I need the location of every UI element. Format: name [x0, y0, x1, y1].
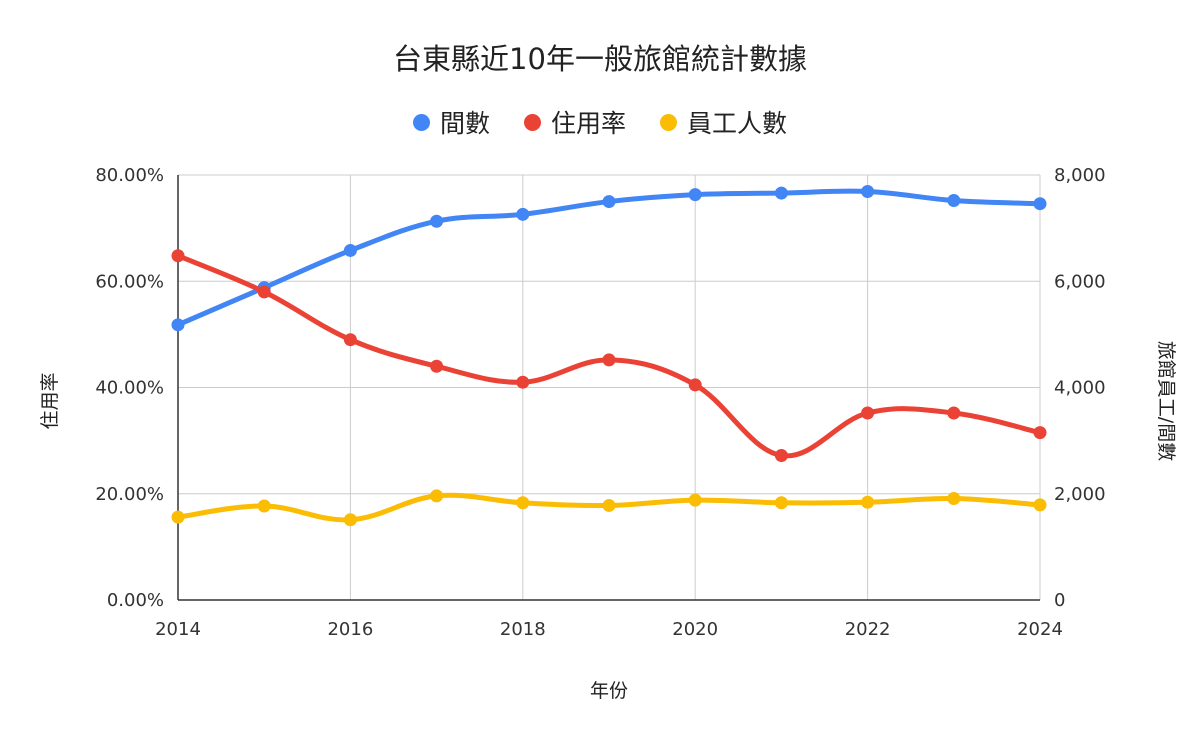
data-point-rooms	[1033, 197, 1047, 211]
right-tick-label: 8,000	[1054, 165, 1106, 186]
data-point-occupancy	[257, 285, 271, 299]
data-point-employees	[861, 495, 875, 509]
data-point-employees	[1033, 498, 1047, 512]
legend-label-employees: 員工人數	[687, 109, 788, 138]
data-point-occupancy	[343, 333, 357, 347]
data-point-employees	[257, 499, 271, 513]
legend-marker-occupancy	[523, 113, 541, 131]
x-tick-label: 2018	[500, 619, 546, 640]
data-point-occupancy	[947, 406, 961, 420]
data-point-rooms	[774, 186, 788, 200]
data-point-employees	[947, 492, 961, 506]
legend-marker-rooms	[412, 113, 430, 131]
left-tick-label: 60.00%	[95, 271, 164, 292]
data-point-occupancy	[1033, 426, 1047, 440]
data-point-occupancy	[171, 249, 185, 263]
data-point-occupancy	[688, 378, 702, 392]
legend-marker-employees	[660, 113, 677, 131]
data-point-rooms	[688, 188, 702, 202]
data-point-rooms	[343, 243, 357, 257]
x-tick-label: 2014	[155, 619, 201, 640]
right-tick-label: 2,000	[1054, 484, 1106, 505]
data-point-rooms	[430, 214, 444, 228]
data-point-occupancy	[861, 406, 875, 420]
x-tick-label: 2024	[1017, 619, 1063, 640]
data-point-occupancy	[602, 353, 616, 367]
data-point-employees	[516, 496, 530, 510]
right-tick-label: 0	[1054, 590, 1065, 611]
gridlines	[177, 174, 1041, 600]
left-tick-label: 80.00%	[95, 165, 164, 186]
x-tick-label: 2020	[672, 619, 718, 640]
data-point-occupancy	[774, 449, 788, 462]
data-point-employees	[430, 489, 444, 503]
left-tick-label: 0.00%	[107, 590, 164, 611]
right-axis-label: 旅館員工/間數	[1155, 341, 1177, 461]
data-point-employees	[688, 493, 702, 507]
data-point-rooms	[602, 195, 616, 209]
tick-labels: 0.00% 0 20.00% 2,000 40.00% 4,000 60.00% 6,000 8…	[95, 165, 1105, 640]
legend-label-occupancy: 住用率	[550, 109, 626, 138]
data-point-rooms	[516, 207, 530, 221]
x-tick-label: 2016	[327, 619, 373, 640]
data-point-rooms	[171, 318, 185, 332]
legend-label-rooms: 間數	[439, 109, 490, 138]
x-tick-label: 2022	[845, 619, 891, 640]
legend: 間數 住用率 員工人數	[0, 104, 1200, 140]
chart-title: 台東縣近10年一般旅館統計數據	[393, 42, 807, 76]
data-point-occupancy	[516, 375, 530, 389]
left-tick-label: 40.00%	[95, 378, 164, 399]
left-axis-label: 住用率	[39, 372, 61, 429]
legend-item-rooms: 間數	[412, 104, 490, 140]
legend-item-occupancy: 住用率	[523, 104, 626, 140]
right-tick-label: 4,000	[1054, 378, 1106, 399]
axes	[177, 175, 1040, 601]
data-point-employees	[343, 513, 357, 527]
data-point-employees	[774, 496, 788, 510]
data-point-rooms	[947, 194, 961, 207]
series-layer	[171, 184, 1047, 527]
series-line-rooms	[175, 188, 1043, 328]
data-point-rooms	[861, 184, 875, 198]
legend-item-employees: 員工人數	[660, 104, 787, 140]
left-tick-label: 20.00%	[95, 484, 164, 505]
x-axis-label: 年份	[590, 680, 628, 702]
data-point-employees	[602, 498, 616, 512]
data-point-employees	[171, 510, 185, 524]
data-point-occupancy	[430, 359, 444, 373]
right-tick-label: 6,000	[1054, 271, 1106, 292]
